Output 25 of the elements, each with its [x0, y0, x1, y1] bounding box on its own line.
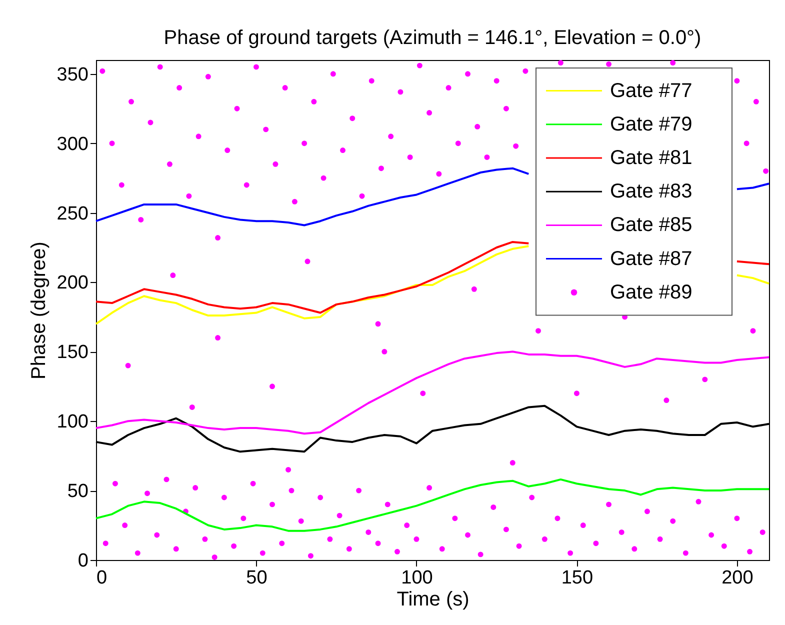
y-tick-label: 100	[56, 412, 88, 433]
y-tick-label: 350	[56, 64, 88, 86]
x-axis-title: Time (s)	[396, 588, 470, 610]
y-tick-label: 0	[78, 550, 88, 572]
legend-label: Gate #77	[610, 80, 692, 102]
x-tick-label: 0	[96, 568, 108, 588]
y-tick-label: 50	[67, 481, 88, 502]
y-axis-title: Phase (degree)	[28, 242, 50, 380]
legend-label: Gate #79	[610, 113, 692, 136]
legend-label: Gate #89	[610, 281, 692, 304]
legend-label: Gate #87	[610, 248, 692, 270]
y-tick-label: 150	[56, 342, 88, 364]
y-tick-label: 200	[56, 272, 88, 294]
legend-label: Gate #81	[610, 147, 692, 169]
y-tick-label: 300	[56, 134, 88, 155]
x-tick-label: 100	[401, 568, 433, 588]
y-tick-label: 250	[56, 203, 88, 224]
x-tick-label: 50	[246, 568, 268, 588]
legend-label: Gate #83	[610, 180, 692, 203]
x-tick-label: 200	[722, 568, 754, 588]
chart-title: Phase of ground targets (Azimuth = 146.1°, Elevation = 0.0°)	[164, 27, 702, 49]
line-series	[95, 478, 770, 532]
legend-label: Gate #85	[610, 214, 692, 236]
line-series	[95, 350, 770, 435]
x-tick-label: 150	[561, 568, 594, 588]
